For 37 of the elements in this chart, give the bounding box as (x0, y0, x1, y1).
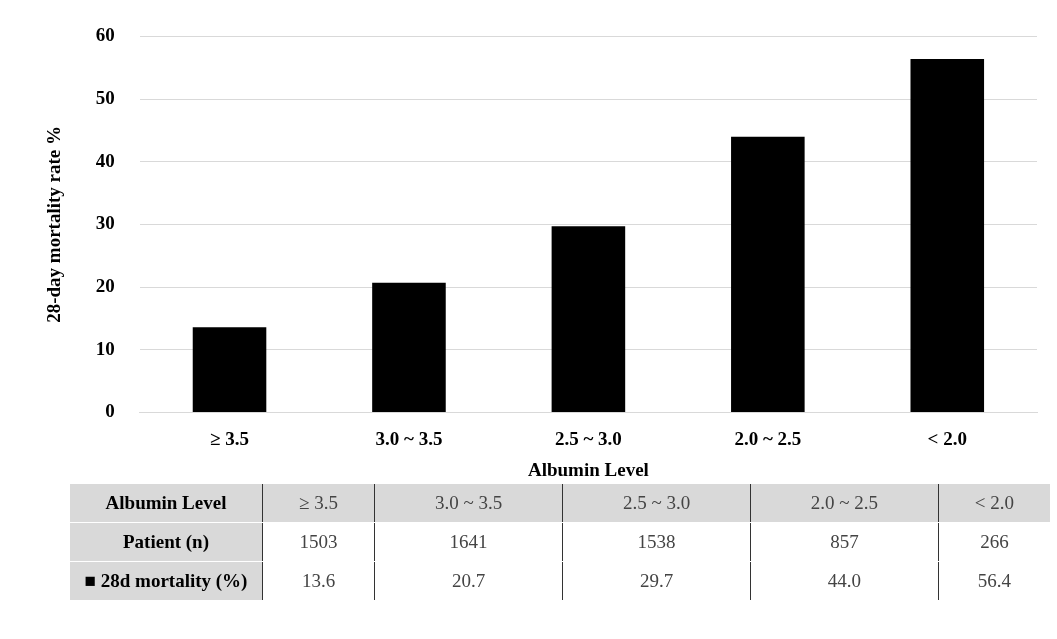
y-axis-title: 28-day mortality rate % (43, 125, 65, 323)
category-label: 3.0 ~ 3.5 (434, 492, 503, 513)
y-tick-label: 10 (95, 337, 115, 359)
text: Patient (n) (70, 522, 263, 562)
bar (551, 226, 626, 412)
x-tick-label: 3.0 ~ 3.5 (375, 427, 443, 449)
data-label: 56.4 (938, 561, 1050, 601)
bar (731, 136, 805, 412)
text: 857 (750, 522, 939, 562)
category-label: ≥ 3.5 (299, 492, 339, 513)
y-tick-label: 40 (95, 149, 115, 171)
y-tick-label: 0 (105, 400, 115, 422)
x-tick-label: 2.5 ~ 3.0 (554, 427, 622, 449)
text: 1641 (374, 522, 563, 562)
bar (192, 327, 267, 412)
text: Albumin Level (105, 492, 227, 513)
data-label: 29.7 (562, 561, 751, 601)
x-tick-label: ≥ 3.5 (210, 427, 249, 449)
data-label: 44.0 (750, 561, 939, 601)
x-tick-label: < 2.0 (927, 427, 967, 449)
text: ■ 28d mortality (%) (70, 561, 263, 601)
y-tick-label: 50 (95, 86, 115, 108)
bar (372, 282, 446, 412)
x-tick-label: 2.0 ~ 2.5 (734, 427, 802, 449)
category-label: < 2.0 (974, 492, 1015, 513)
y-tick-label: 20 (95, 274, 115, 296)
bar (910, 58, 985, 412)
data-label: 13.6 (262, 561, 375, 601)
y-tick-label: 30 (95, 212, 115, 234)
y-tick-label: 60 (95, 24, 115, 46)
x-axis-title: Albumin Level (527, 458, 649, 480)
text: 1538 (562, 522, 751, 562)
category-label: 2.0 ~ 2.5 (810, 492, 879, 513)
data-label: 20.7 (374, 561, 563, 601)
category-label: 2.5 ~ 3.0 (622, 492, 691, 513)
text: 1503 (262, 522, 375, 562)
text: 266 (938, 522, 1050, 562)
